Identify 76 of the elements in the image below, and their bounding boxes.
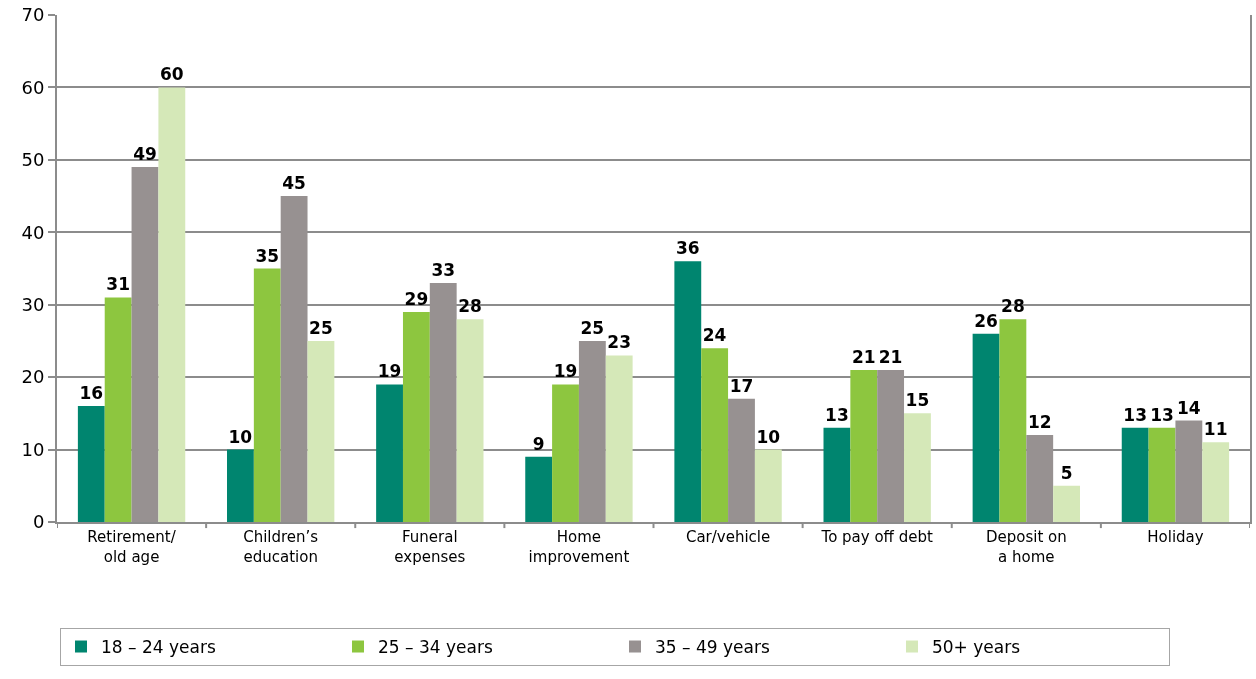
y-tick-label: 10 — [21, 438, 45, 460]
data-label: 10 — [756, 426, 781, 447]
data-label: 15 — [905, 390, 930, 411]
bar — [1053, 485, 1080, 522]
bar — [158, 87, 186, 522]
bar — [227, 449, 254, 522]
bar — [376, 384, 403, 522]
y-tick-label: 60 — [21, 76, 45, 98]
x-tick-label: To pay off debt — [820, 528, 933, 546]
bar — [605, 355, 633, 522]
data-label: 24 — [702, 325, 727, 346]
legend-label: 18 – 24 years — [100, 637, 216, 658]
data-label: 21 — [878, 346, 903, 367]
bar — [1148, 427, 1176, 522]
data-label: 49 — [133, 144, 157, 165]
data-label: 11 — [1203, 419, 1228, 440]
bar — [402, 311, 430, 522]
bar — [552, 384, 579, 522]
y-tick-label: 20 — [21, 366, 45, 388]
legend-label: 25 – 34 years — [377, 637, 493, 658]
x-tick-label: Retirement/ old age — [87, 528, 177, 566]
data-label: 10 — [228, 426, 253, 447]
bar — [253, 268, 281, 522]
bar — [850, 369, 878, 522]
x-tick-label: Holiday — [1147, 528, 1204, 546]
data-label: 45 — [282, 173, 306, 194]
data-label: 13 — [1123, 404, 1148, 425]
data-label: 23 — [607, 332, 632, 353]
y-tick-label: 50 — [21, 149, 45, 171]
data-label: 9 — [532, 433, 545, 454]
data-label: 21 — [851, 346, 876, 367]
data-label: 60 — [159, 64, 184, 85]
legend-label: 50+ years — [931, 637, 1021, 658]
bar — [972, 333, 1000, 522]
data-label: 25 — [309, 317, 333, 338]
bar — [701, 348, 729, 522]
data-label: 19 — [377, 361, 402, 382]
data-label: 26 — [974, 310, 998, 331]
bar — [999, 319, 1027, 522]
bar — [904, 413, 931, 522]
bar — [307, 340, 335, 522]
data-label: 12 — [1027, 412, 1052, 433]
data-label: 36 — [675, 238, 700, 259]
x-tick-label: Home improvement — [528, 528, 630, 566]
bar — [104, 297, 132, 522]
y-tick-label: 30 — [21, 294, 45, 316]
x-tick-label: Children’s education — [243, 528, 319, 566]
data-label: 35 — [255, 245, 280, 266]
bar — [754, 449, 782, 522]
data-label: 33 — [431, 259, 456, 280]
y-tick-label: 40 — [21, 221, 45, 243]
y-tick-label: 70 — [21, 4, 45, 26]
data-label: 13 — [1150, 404, 1174, 425]
legend-label: 35 – 49 years — [654, 637, 770, 658]
bar — [525, 456, 553, 522]
data-label: 25 — [580, 317, 605, 338]
bar — [674, 261, 702, 522]
data-label: 14 — [1176, 397, 1201, 418]
data-label: 28 — [1001, 296, 1025, 317]
data-label: 16 — [79, 383, 104, 404]
x-tick-label: Car/vehicle — [685, 528, 771, 546]
bar — [1121, 427, 1149, 522]
bar — [1202, 442, 1230, 522]
bar — [77, 406, 105, 522]
bar — [456, 319, 484, 522]
data-label: 5 — [1060, 462, 1073, 483]
data-label: 28 — [458, 296, 482, 317]
data-label: 29 — [404, 288, 429, 309]
y-tick-label: 0 — [32, 511, 45, 533]
data-label: 31 — [106, 274, 130, 295]
x-tick-label: Deposit on a home — [985, 528, 1067, 566]
data-label: 19 — [553, 361, 578, 382]
data-label: 13 — [825, 404, 849, 425]
data-label: 17 — [729, 375, 754, 396]
bar — [823, 427, 851, 522]
x-tick-label: Funeral expenses — [394, 528, 466, 566]
